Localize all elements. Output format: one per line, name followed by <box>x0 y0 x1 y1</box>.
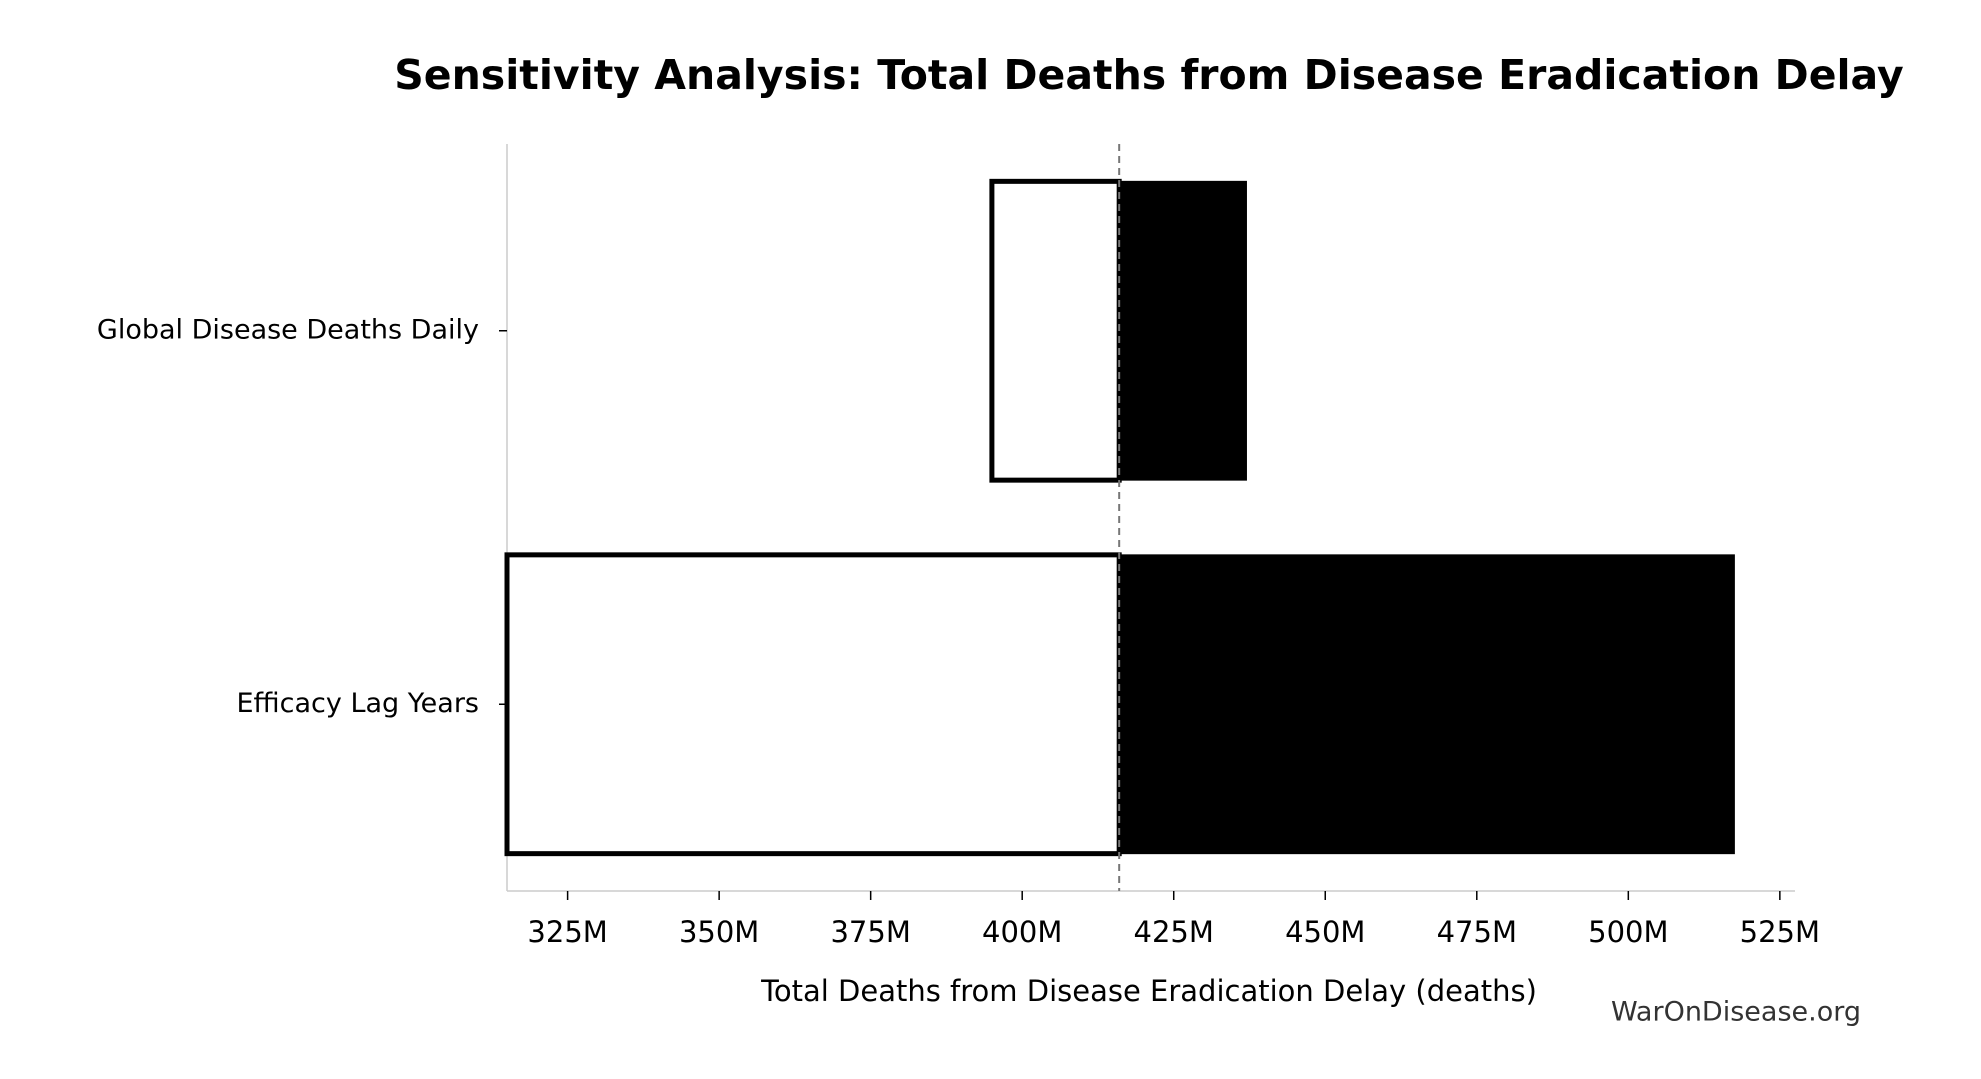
x-tick-label: 475M <box>1437 915 1517 949</box>
y-tick-label: Efficacy Lag Years <box>237 688 480 719</box>
x-axis-label: Total Deaths from Disease Eradication De… <box>760 974 1537 1008</box>
x-tick-label: 375M <box>830 915 910 949</box>
bar <box>504 552 1122 857</box>
chart-title: Sensitivity Analysis: Total Deaths from … <box>394 51 1903 99</box>
x-tick-label: 425M <box>1134 915 1214 949</box>
x-tick-label: 400M <box>982 915 1062 949</box>
x-tick-label: 350M <box>679 915 759 949</box>
y-tick-label: Global Disease Deaths Daily <box>97 314 479 345</box>
x-tick-label: 500M <box>1588 915 1668 949</box>
x-tick-label: 450M <box>1285 915 1365 949</box>
watermark: WarOnDisease.org <box>1611 997 1861 1028</box>
x-tick-label: 525M <box>1740 915 1820 949</box>
bar <box>1118 554 1735 855</box>
bar <box>1118 180 1247 481</box>
bar <box>989 178 1122 483</box>
x-tick-label: 325M <box>527 915 607 949</box>
